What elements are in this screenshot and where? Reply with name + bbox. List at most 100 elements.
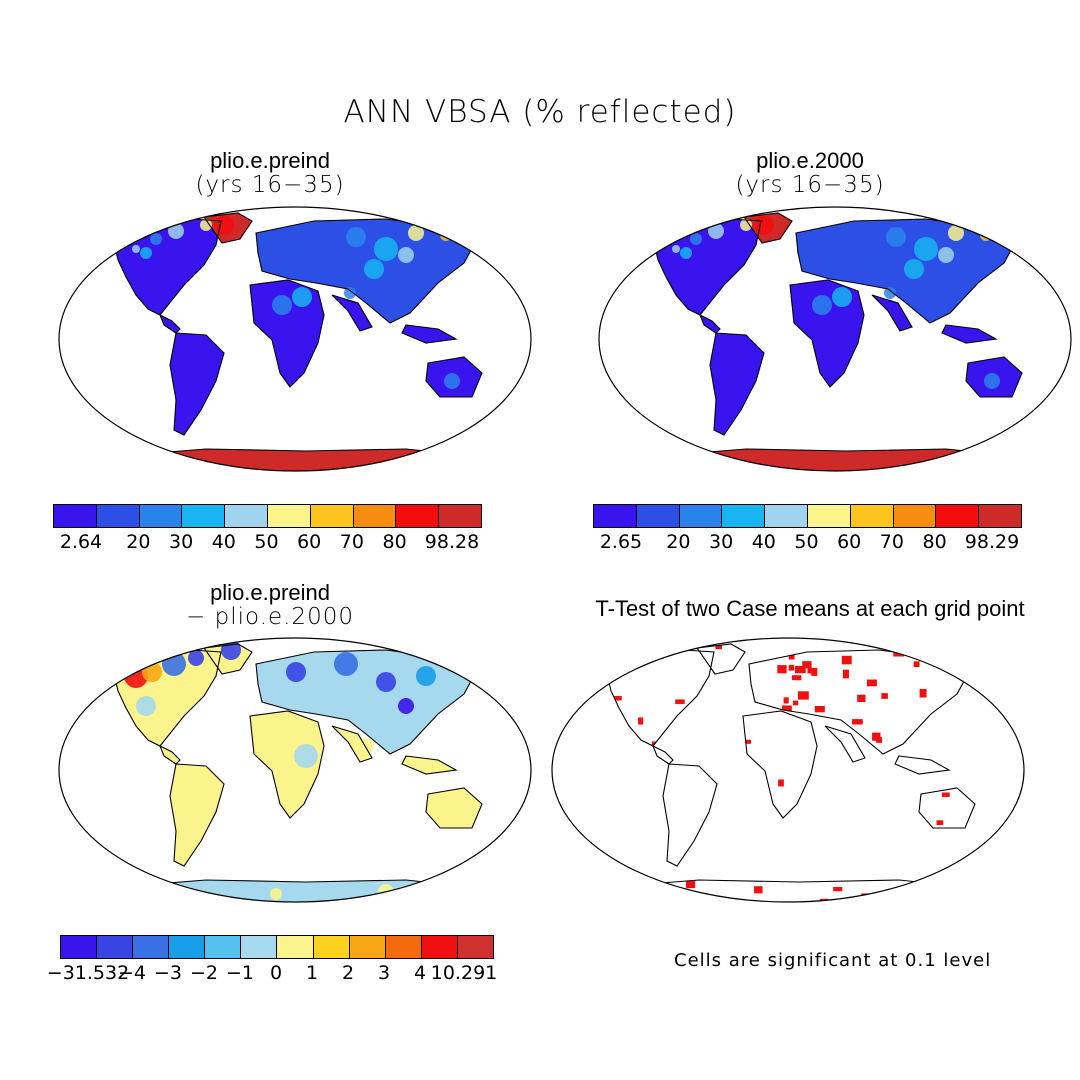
coastline-australia <box>918 787 976 829</box>
significant-cell <box>590 647 600 655</box>
significant-cell <box>631 874 637 883</box>
colorbar-swatch <box>893 505 937 527</box>
significant-cell <box>889 891 899 897</box>
significant-cell <box>788 664 795 671</box>
value-patch <box>450 660 462 672</box>
significant-cell <box>754 886 763 894</box>
significant-cell <box>978 853 985 861</box>
value-patch <box>904 259 924 279</box>
value-patch <box>672 245 680 253</box>
coastline-central-america <box>651 744 674 765</box>
colorbar-tick-label: 40 <box>751 531 776 553</box>
significant-cell <box>995 647 1004 654</box>
colorbar-tick-label: −3 <box>153 962 183 984</box>
significant-cell <box>559 681 566 689</box>
land-antarctica <box>106 449 482 471</box>
significant-cell <box>564 862 570 870</box>
significant-cell <box>1003 636 1010 642</box>
significant-cell <box>974 865 984 870</box>
colorbar-swatch <box>439 505 481 527</box>
land-central-america <box>160 746 180 764</box>
significant-cell <box>951 892 958 899</box>
significant-cell <box>632 904 640 913</box>
value-patch <box>740 219 752 231</box>
significant-cell <box>1020 811 1029 819</box>
significant-cell <box>582 877 592 884</box>
significant-cell <box>919 688 927 698</box>
value-patch <box>832 287 852 307</box>
significant-cell <box>1022 826 1031 832</box>
land-central-america <box>160 315 180 333</box>
significant-cell <box>557 705 564 709</box>
significant-cell <box>601 880 608 887</box>
coastline-greenland <box>696 643 746 675</box>
significant-cell <box>1011 720 1017 728</box>
significant-cell <box>984 869 992 876</box>
significant-cell <box>1016 900 1023 904</box>
significant-cell <box>1010 706 1020 714</box>
significant-cell <box>1020 799 1029 807</box>
significant-cell <box>552 839 563 845</box>
significant-cell <box>607 661 616 667</box>
value-patch <box>376 672 396 692</box>
significant-cell <box>621 645 629 651</box>
significant-cell <box>555 702 561 708</box>
land-new-zealand <box>492 410 502 425</box>
significant-cell <box>1014 658 1024 662</box>
colorbar-swatch <box>133 936 170 958</box>
significant-cell <box>589 878 598 886</box>
significant-cell <box>964 873 973 879</box>
significant-cell <box>797 691 809 700</box>
significant-cell <box>928 640 938 646</box>
significant-cell <box>778 779 784 787</box>
significant-cell <box>551 872 558 881</box>
colorbar-swatch <box>349 936 386 958</box>
value-patch <box>186 786 206 806</box>
colorbar-swatch <box>679 505 723 527</box>
panel1-title: plio.e.preind <box>210 148 330 173</box>
significant-cell <box>592 656 602 660</box>
significant-cell <box>961 896 967 904</box>
map-border <box>598 206 1072 472</box>
land-africa <box>250 711 324 818</box>
coastline-australia <box>425 356 483 398</box>
significant-cell <box>625 880 632 884</box>
significant-cell <box>973 649 982 654</box>
coastline-new-zealand <box>491 409 503 427</box>
significant-cell <box>570 875 581 884</box>
significant-cell <box>633 650 644 659</box>
colorbar-swatch <box>850 505 894 527</box>
colorbar-swatch <box>96 505 140 527</box>
value-patch <box>812 295 832 315</box>
significant-cell <box>1011 850 1022 855</box>
significant-cell <box>686 880 696 889</box>
significant-cell <box>629 650 636 651</box>
significant-cell <box>600 896 609 901</box>
colorbar-tick-label: −1 <box>225 962 255 984</box>
significant-cell <box>945 872 955 878</box>
significant-cell <box>970 671 976 676</box>
significant-cell <box>645 887 654 895</box>
significant-cell <box>618 878 624 883</box>
significant-cell <box>955 874 965 882</box>
significant-cell <box>1006 655 1014 662</box>
significant-cell <box>586 869 595 876</box>
significant-cell <box>577 648 585 655</box>
land-arabia-india <box>872 295 912 331</box>
colorbar-1 <box>53 504 482 528</box>
value-patch <box>334 652 358 676</box>
colorbar-swatch <box>182 505 226 527</box>
land-south-america <box>710 333 764 435</box>
significant-cell <box>1026 830 1033 838</box>
coastline-new-zealand <box>984 840 996 858</box>
significant-cell <box>562 828 571 836</box>
value-patch <box>188 650 204 666</box>
significant-cell <box>562 683 570 688</box>
value-patch <box>884 287 896 299</box>
significant-cell <box>639 894 645 903</box>
value-patch <box>444 373 460 389</box>
colorbar-tick-label: 20 <box>666 531 691 553</box>
significant-cell <box>880 892 890 899</box>
land-arabia-india <box>825 726 865 762</box>
significant-cell <box>1003 839 1009 845</box>
